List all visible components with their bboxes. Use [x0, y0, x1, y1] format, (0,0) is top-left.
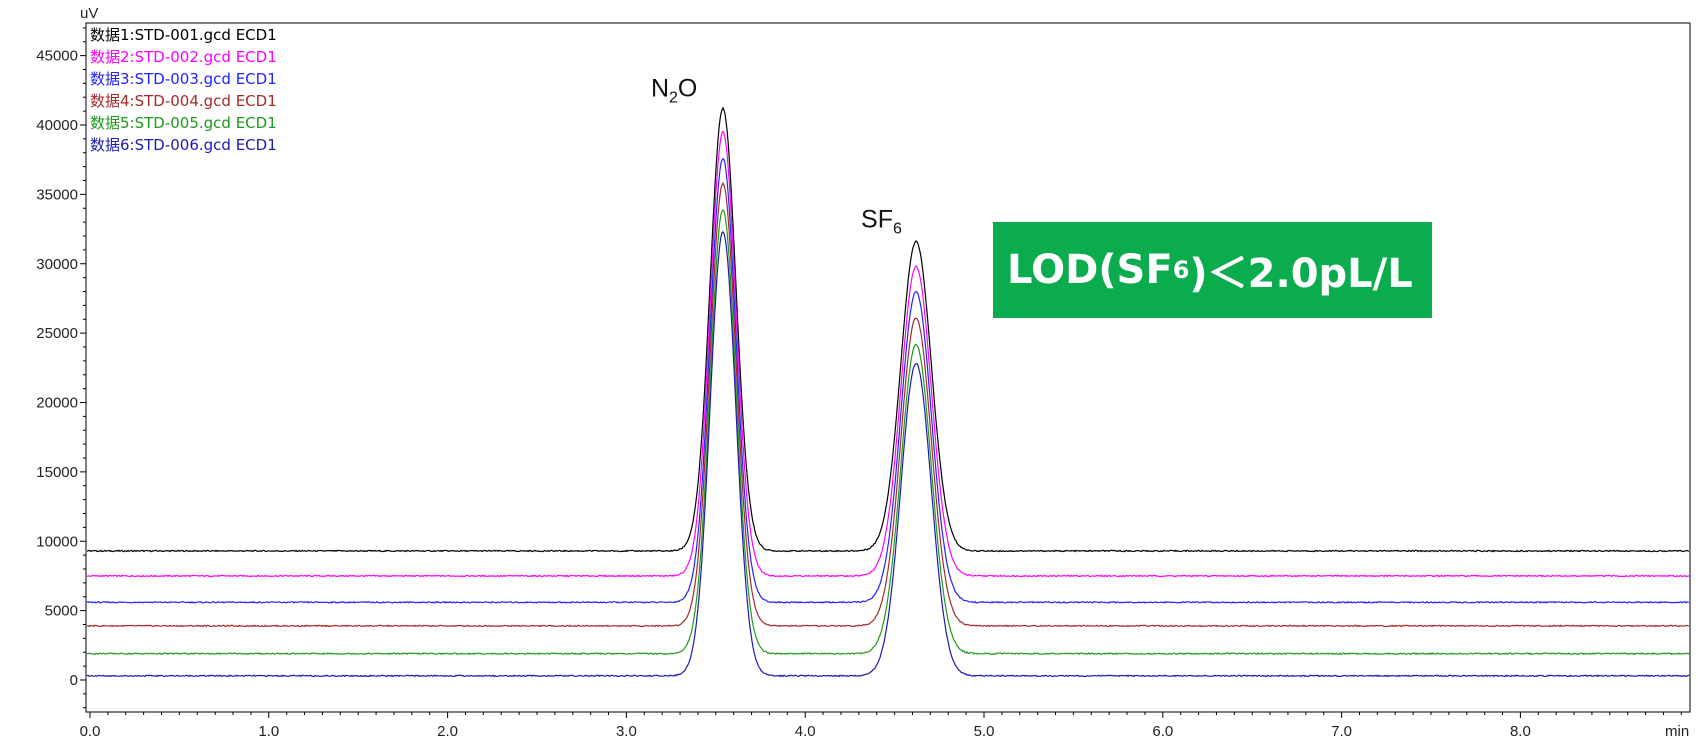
legend-entry-1: 数据1:STD-001.gcd ECD1	[90, 26, 277, 44]
legend-entry-4: 数据4:STD-004.gcd ECD1	[90, 92, 277, 110]
x-tick-label: 5.0	[974, 723, 995, 740]
trace-series-3	[86, 157, 1690, 604]
x-tick-label: 3.0	[616, 723, 637, 740]
x-tick-label: 1.0	[258, 723, 279, 740]
legend-entry-3: 数据3:STD-003.gcd ECD1	[90, 70, 277, 88]
peak-label-1: N2O	[651, 74, 697, 106]
trace-series-4	[86, 181, 1690, 628]
legend-entry-5: 数据5:STD-005.gcd ECD1	[90, 114, 277, 132]
y-axis-unit: uV	[80, 5, 98, 22]
y-tick-label: 20000	[36, 395, 78, 412]
x-tick-label: 7.0	[1331, 723, 1352, 740]
trace-series-2	[86, 130, 1690, 578]
y-tick-label: 0	[70, 672, 78, 689]
x-tick-label: 2.0	[437, 723, 458, 740]
lod-text-sub: 6	[1172, 256, 1190, 284]
y-tick-label: 10000	[36, 533, 78, 550]
x-tick-label: 0.0	[80, 723, 101, 740]
x-tick-label: 8.0	[1510, 723, 1531, 740]
legend-entry-2: 数据2:STD-002.gcd ECD1	[90, 48, 277, 66]
trace-series-5	[86, 208, 1690, 656]
x-tick-label: 4.0	[795, 723, 816, 740]
y-tick-label: 45000	[36, 48, 78, 65]
trace-series-6	[86, 231, 1690, 678]
trace-series-1	[86, 106, 1690, 553]
y-tick-label: 5000	[45, 603, 78, 620]
x-axis-unit: min	[1665, 723, 1689, 740]
y-tick-label: 25000	[36, 325, 78, 342]
x-tick-label: 6.0	[1152, 723, 1173, 740]
lod-text-pre: LOD(SF	[1007, 247, 1173, 293]
lod-annotation-box: LOD(SF 6)＜2.0pL/L	[993, 222, 1432, 318]
y-tick-label: 15000	[36, 464, 78, 481]
y-tick-label: 35000	[36, 186, 78, 203]
plot-frame	[85, 22, 1691, 713]
lod-text-post: )＜2.0pL/L	[1189, 251, 1413, 297]
legend-entry-6: 数据6:STD-006.gcd ECD1	[90, 136, 277, 154]
y-tick-label: 40000	[36, 117, 78, 134]
y-tick-label: 30000	[36, 256, 78, 273]
peak-label-2: SF6	[861, 206, 902, 238]
